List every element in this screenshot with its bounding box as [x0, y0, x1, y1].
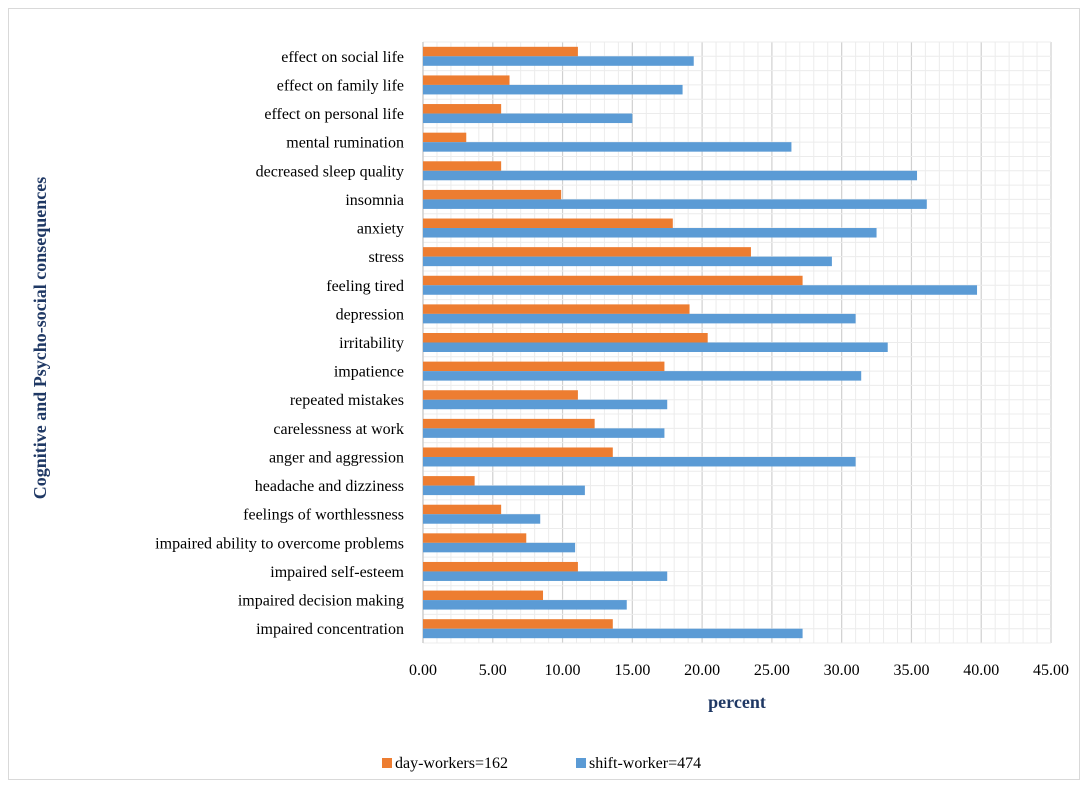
- category-label: mental rumination: [286, 135, 404, 152]
- bar-day-workers: [423, 476, 475, 486]
- legend-label-shift-worker: shift-worker=474: [589, 755, 701, 772]
- bar-shift-worker: [423, 285, 978, 295]
- x-tick-label: 30.00: [824, 662, 860, 679]
- bar-shift-worker: [423, 485, 585, 496]
- bar-shift-worker: [423, 514, 541, 524]
- bar-day-workers: [423, 447, 613, 457]
- category-label: depression: [336, 306, 404, 323]
- legend-swatch-shift-worker: [576, 758, 586, 768]
- bar-day-workers: [423, 161, 502, 171]
- legend: day-workers=162 shift-worker=474: [382, 755, 701, 772]
- x-tick-label: 35.00: [893, 662, 929, 679]
- bar-shift-worker: [423, 113, 633, 124]
- category-label: irritability: [339, 335, 404, 352]
- legend-label-day-workers: day-workers=162: [395, 755, 508, 772]
- bar-shift-worker: [423, 600, 627, 610]
- bar-shift-worker: [423, 628, 803, 639]
- bar-shift-worker: [423, 399, 668, 410]
- x-tick-label: 45.00: [1033, 662, 1069, 679]
- category-label: effect on social life: [281, 49, 404, 66]
- x-tick-label: 20.00: [684, 662, 720, 679]
- x-tick-labels: 0.00 5.00 10.00 15.00 20.00 25.00 30.00 35.00 40…: [409, 662, 1069, 679]
- category-label: impaired concentration: [256, 621, 404, 638]
- x-axis-title: percent: [708, 692, 766, 712]
- x-tick-label: 0.00: [409, 662, 437, 679]
- category-label: anger and aggression: [269, 449, 404, 466]
- x-tick-label: 40.00: [963, 662, 999, 679]
- x-tick-label: 10.00: [545, 662, 581, 679]
- bar-day-workers: [423, 333, 708, 343]
- bar-day-workers: [423, 275, 803, 286]
- category-label: feelings of worthlessness: [243, 507, 404, 524]
- x-tick-label: 5.00: [479, 662, 507, 679]
- bar-shift-worker: [423, 371, 862, 381]
- bar-shift-worker: [423, 170, 918, 181]
- bar-shift-worker: [423, 142, 792, 152]
- category-label: impaired decision making: [238, 593, 404, 610]
- bar-day-workers: [423, 533, 527, 543]
- bar-day-workers: [423, 189, 562, 200]
- bar-day-workers: [423, 46, 578, 57]
- bar-shift-worker: [423, 228, 877, 238]
- category-label: stress: [368, 249, 404, 266]
- bar-day-workers: [423, 304, 690, 314]
- category-label: headache and dizziness: [255, 478, 404, 495]
- category-label: feeling tired: [326, 278, 404, 295]
- bar-day-workers: [423, 418, 595, 429]
- bar-shift-worker: [423, 56, 694, 66]
- category-label: impatience: [334, 364, 404, 381]
- bar-shift-worker: [423, 84, 683, 95]
- bar-shift-worker: [423, 342, 888, 352]
- bar-day-workers: [423, 390, 578, 400]
- bar-shift-worker: [423, 456, 856, 467]
- bar-shift-worker: [423, 542, 576, 553]
- category-label: anxiety: [357, 221, 404, 238]
- bar-shift-worker: [423, 313, 856, 324]
- bar-day-workers: [423, 619, 613, 629]
- x-tick-label: 15.00: [614, 662, 650, 679]
- category-label: carelessness at work: [273, 421, 404, 438]
- bar-shift-worker: [423, 256, 832, 267]
- bar-day-workers: [423, 75, 510, 85]
- bars: [423, 46, 978, 639]
- bar-shift-worker: [423, 428, 665, 438]
- category-label: impaired ability to overcome problems: [155, 535, 404, 552]
- bar-day-workers: [423, 104, 502, 114]
- y-axis-title: Cognitive and Psycho-social consequences: [30, 177, 50, 500]
- bar-day-workers: [423, 504, 502, 515]
- bar-shift-worker: [423, 571, 668, 581]
- bar-day-workers: [423, 590, 544, 601]
- category-label: repeated mistakes: [290, 392, 404, 409]
- x-tick-label: 25.00: [754, 662, 790, 679]
- category-label: decreased sleep quality: [256, 163, 404, 180]
- bar-day-workers: [423, 361, 665, 372]
- category-label: effect on family life: [277, 77, 404, 94]
- category-label: effect on personal life: [264, 106, 404, 123]
- bar-day-workers: [423, 132, 467, 143]
- category-label: impaired self-esteem: [270, 564, 404, 581]
- category-labels: effect on social life effect on family li…: [155, 49, 404, 638]
- bar-day-workers: [423, 561, 578, 572]
- bar-day-workers: [423, 218, 673, 229]
- legend-swatch-day-workers: [382, 758, 392, 768]
- category-label: insomnia: [345, 192, 404, 209]
- bar-shift-worker: [423, 199, 927, 209]
- bar-day-workers: [423, 247, 751, 257]
